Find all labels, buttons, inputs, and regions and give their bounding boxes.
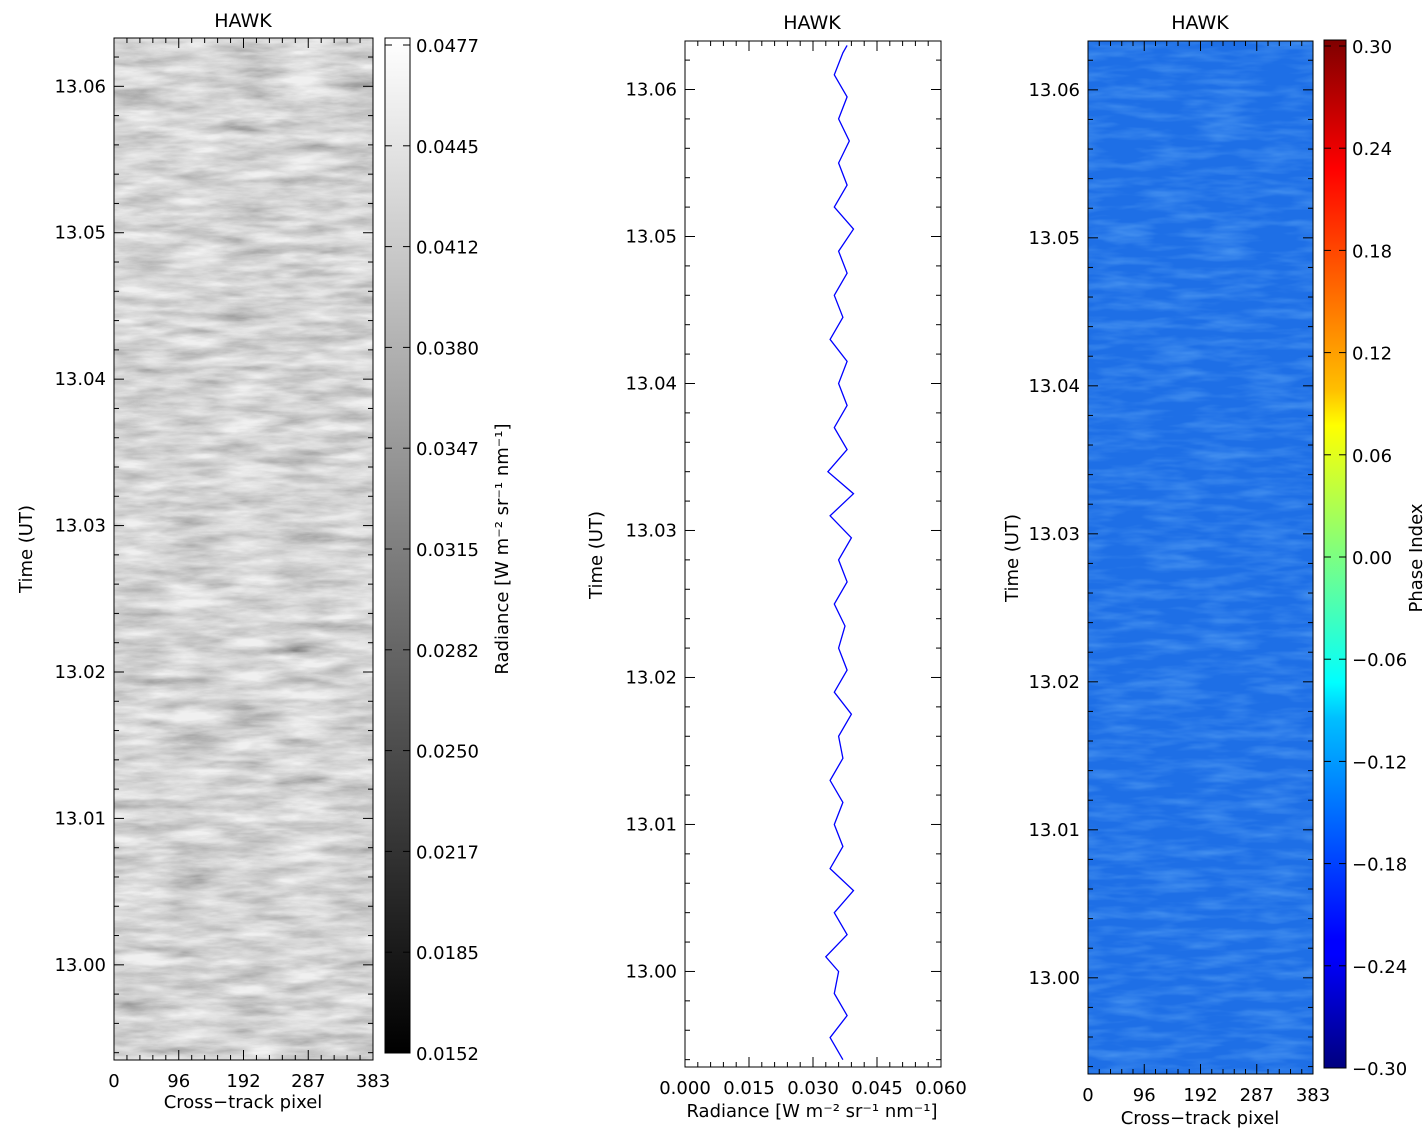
x-tick-label: 383 (1296, 1085, 1330, 1106)
colorbar-tick-label: 0.18 (1352, 241, 1392, 262)
y-tick-label: 13.05 (54, 223, 106, 244)
y-tick-label: 13.02 (1028, 672, 1080, 693)
colorbar-tick-label: −0.12 (1352, 752, 1407, 773)
panel3-title: HAWK (1171, 12, 1229, 34)
panel-phase-index-image: HAWK 13.00 13.01 13.02 13.03 13.04 13.05 13.06… (1002, 12, 1427, 1129)
colorbar-tick-label: 0.24 (1352, 139, 1392, 160)
x-tick-label: 192 (226, 1071, 260, 1092)
y-tick-label: 13.00 (54, 955, 106, 976)
colorbar-tick-label: 0.0315 (416, 540, 479, 561)
y-tick-label: 13.01 (1028, 820, 1080, 841)
y-tick-label: 13.01 (54, 808, 106, 829)
colorbar-tick-label: 0.0250 (416, 742, 479, 763)
panel-radiance-line: HAWK 13.00 13.01 13.02 13.03 13.04 13.05 13.06… (586, 12, 967, 1122)
panel3-colorbar (1323, 39, 1347, 1069)
y-tick-label: 13.03 (1028, 524, 1080, 545)
panel2-title: HAWK (783, 12, 841, 34)
y-tick-label: 13.05 (1028, 228, 1080, 249)
panel1-x-label: Cross−track pixel (164, 1092, 323, 1113)
panel-radiance-image: HAWK 13.00 13.01 13.02 13.03 13.04 13.05 13.06… (16, 10, 513, 1113)
y-tick-label: 13.03 (54, 516, 106, 537)
colorbar-tick-label: 0.0412 (416, 238, 479, 259)
y-tick-label: 13.02 (54, 662, 106, 683)
x-tick-label: 287 (1240, 1085, 1274, 1106)
colorbar-tick-label: −0.06 (1352, 650, 1407, 671)
x-tick-label: 192 (1183, 1085, 1217, 1106)
colorbar-tick-label: −0.18 (1352, 855, 1407, 876)
panel1-colorbar-label: Radiance [W m⁻² sr⁻¹ nm⁻¹] (492, 423, 513, 674)
colorbar-tick-label: 0.0185 (416, 943, 479, 964)
colorbar-tick-label: 0.0217 (416, 842, 479, 863)
colorbar-tick-label: 0.12 (1352, 344, 1392, 365)
colorbar-tick-label: 0.0347 (416, 439, 479, 460)
colorbar-tick-label: 0.0282 (416, 641, 479, 662)
colorbar-tick-label: −0.24 (1352, 957, 1407, 978)
panel3-colorbar-label: Phase Index (1406, 503, 1427, 612)
y-tick-label: 13.03 (625, 520, 677, 541)
panel3-y-label: Time (UT) (1002, 514, 1023, 603)
x-tick-label: 96 (1133, 1085, 1156, 1106)
y-tick-label: 13.04 (1028, 376, 1080, 397)
y-tick-label: 13.02 (625, 667, 677, 688)
panel3-colorbar-ticks: −0.30 −0.24 −0.18 −0.12 −0.06 0.00 0.06 0.12 0.1… (1324, 37, 1407, 1080)
panel1-image-texture (114, 38, 373, 1060)
colorbar-tick-label: 0.00 (1352, 548, 1392, 569)
y-tick-label: 13.06 (54, 76, 106, 97)
panel1-x-ticks: 0 96 192 287 383 (108, 38, 390, 1092)
x-tick-label: 96 (167, 1071, 190, 1092)
radiance-series-line (824, 45, 855, 1061)
panel1-y-label: Time (UT) (16, 505, 37, 594)
x-tick-label: 383 (356, 1071, 390, 1092)
y-tick-label: 13.00 (1028, 968, 1080, 989)
panel3-x-ticks: 0 96 192 287 383 (1082, 41, 1330, 1106)
x-tick-label: 0.030 (787, 1078, 839, 1099)
colorbar-tick-label: −0.30 (1352, 1059, 1407, 1080)
panel2-y-ticks: 13.00 13.01 13.02 13.03 13.04 13.05 13.06 (625, 59, 941, 1061)
panel1-title: HAWK (214, 10, 272, 32)
x-tick-label: 0.045 (851, 1078, 903, 1099)
y-tick-label: 13.06 (1028, 80, 1080, 101)
x-tick-label: 0.000 (659, 1078, 711, 1099)
colorbar-tick-label: 0.0477 (416, 36, 479, 57)
colorbar-tick-label: 0.30 (1352, 37, 1392, 58)
panel1-colorbar-ticks: 0.0152 0.0185 0.0217 0.0250 0.0282 0.0315 0.03… (385, 36, 479, 1065)
panel3-x-label: Cross−track pixel (1121, 1108, 1280, 1129)
y-tick-label: 13.05 (625, 226, 677, 247)
panel2-x-ticks: 0.000 0.015 0.030 0.045 0.060 (659, 41, 967, 1099)
x-tick-label: 0.015 (723, 1078, 775, 1099)
x-tick-label: 287 (291, 1071, 325, 1092)
x-tick-label: 0 (1082, 1085, 1093, 1106)
y-tick-label: 13.01 (625, 814, 677, 835)
colorbar-tick-label: 0.0380 (416, 338, 479, 359)
panel2-x-label: Radiance [W m⁻² sr⁻¹ nm⁻¹] (686, 1101, 937, 1122)
panel1-y-ticks: 13.00 13.01 13.02 13.03 13.04 13.05 13.06 (54, 56, 373, 1054)
x-tick-label: 0.060 (915, 1078, 967, 1099)
x-tick-label: 0 (108, 1071, 119, 1092)
panel2-y-label: Time (UT) (586, 511, 607, 600)
panel1-colorbar (384, 37, 411, 1054)
colorbar-tick-label: 0.0445 (416, 137, 479, 158)
y-tick-label: 13.06 (625, 80, 677, 101)
y-tick-label: 13.00 (625, 961, 677, 982)
panel3-y-ticks: 13.00 13.01 13.02 13.03 13.04 13.05 13.06 (1028, 59, 1313, 1068)
panel3-image-texture (1088, 41, 1313, 1074)
colorbar-tick-label: 0.06 (1352, 446, 1392, 467)
y-tick-label: 13.04 (625, 373, 677, 394)
colorbar-tick-label: 0.0152 (416, 1044, 479, 1065)
panel2-frame (684, 40, 942, 1068)
y-tick-label: 13.04 (54, 369, 106, 390)
